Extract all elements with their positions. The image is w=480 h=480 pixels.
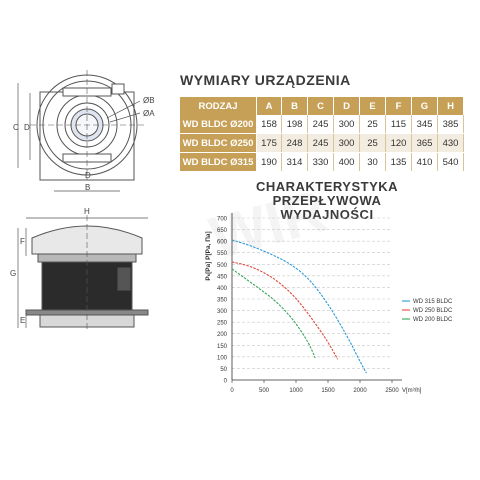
table-cell: 30 [359,152,386,172]
table-cell: 198 [281,115,308,134]
table-cell: 430 [437,133,464,153]
table-header-g: G [411,97,438,115]
table-header-a: A [256,97,282,115]
side-view-drawing [17,215,149,330]
dim-label-e: E [20,316,25,325]
chart-title: CHARAKTERYSTYKA PRZEPŁYWOWA WYDAJNOŚCI [232,180,422,222]
dim-label-h: H [84,207,90,216]
table-cell: 135 [385,152,412,172]
x-tick-label: 0 [230,388,234,394]
table-cell: 400 [333,152,360,172]
table-cell: 245 [307,115,334,134]
legend-label: WD 200 BLDC [413,317,453,323]
x-tick-label: 2000 [353,388,367,394]
table-row: WD BLDC Ø315 190 314 330 400 30 135 410 … [180,152,464,172]
side-view-labels: H F G E [10,207,90,325]
table-cell: 175 [256,133,282,153]
table-cell-model: WD BLDC Ø250 [180,133,257,153]
y-tick-label: 650 [217,228,228,234]
y-axis-label: Pₛ[Pa] P[Pa, Па] [205,231,212,280]
table-header-row: RODZAJ A B C D E F G H [180,97,464,115]
legend-label: WD 315 BLDC [413,299,453,305]
legend-label: WD 250 BLDC [413,308,453,314]
y-tick-label: 300 [217,309,228,315]
x-tick-label: 2500 [385,388,399,394]
y-tick-label: 400 [217,286,228,292]
series-line-3 [231,268,316,359]
table-cell: 345 [411,115,438,134]
table-cell: 365 [411,133,438,153]
dim-label-g: G [10,269,16,278]
table-header-c: C [307,97,334,115]
y-tick-label: 700 [217,217,228,223]
table-cell: 314 [281,152,308,172]
table-cell: 25 [359,133,386,153]
table-row: WD BLDC Ø250 175 248 245 300 25 120 365 … [180,133,464,153]
y-tick-label: 100 [217,355,228,361]
table-cell-model: WD BLDC Ø315 [180,152,257,172]
dim-label-b: B [85,183,90,192]
y-tick-label: 0 [224,379,228,385]
x-tick-label: 500 [259,388,270,394]
y-tick-label: 550 [217,251,228,257]
dimensions-title: WYMIARY URZĄDZENIA [180,72,351,88]
table-cell: 540 [437,152,464,172]
dimensions-table: RODZAJ A B C D E F G H WD BLDC Ø200 158 … [180,97,464,172]
dim-label-c: C [13,123,19,132]
table-header-e: E [359,97,386,115]
table-cell: 25 [359,115,386,134]
table-cell: 410 [411,152,438,172]
table-cell: 115 [385,115,412,134]
dim-label-diam-a: ØA [143,109,155,118]
table-header-f: F [385,97,412,115]
table-cell: 300 [333,133,360,153]
y-tick-label: 150 [217,344,228,350]
table-cell: 330 [307,152,334,172]
table-header-model: RODZAJ [180,97,257,115]
x-tick-label: 1000 [289,388,303,394]
table-header-b: B [281,97,308,115]
x-tick-label: 1500 [321,388,335,394]
dim-label-d-bottom: D [85,171,91,180]
dim-label-d: D [24,123,30,132]
table-cell: 190 [256,152,282,172]
dim-label-diam-b: ØB [143,96,155,105]
table-cell: 245 [307,133,334,153]
top-view-labels: C D D B ØB ØA [13,96,155,192]
y-tick-label: 350 [217,298,228,304]
x-axis-label: V[m³/h] [402,388,422,394]
series-line-2 [231,261,339,360]
performance-chart: 0 50 100 150 200 250 300 350 400 450 500 550 600 650 7… [205,213,453,394]
top-view-drawing [17,70,145,192]
dim-label-f: F [20,237,25,246]
table-cell: 158 [256,115,282,134]
y-tick-label: 250 [217,321,228,327]
table-cell: 385 [437,115,464,134]
y-tick-label: 450 [217,274,228,280]
table-row: WD BLDC Ø200 158 198 245 300 25 115 345 … [180,115,464,134]
y-tick-label: 600 [217,240,228,246]
table-cell: 300 [333,115,360,134]
table-cell: 248 [281,133,308,153]
series-line-1 [231,239,367,374]
table-cell-model: WD BLDC Ø200 [180,115,257,134]
y-tick-label: 50 [220,367,227,373]
table-header-h: H [437,97,464,115]
chart-title-line1: CHARAKTERYSTYKA [255,179,399,194]
y-tick-label: 200 [217,332,228,338]
y-tick-label: 500 [217,263,228,269]
table-cell: 120 [385,133,412,153]
table-header-d: D [333,97,360,115]
